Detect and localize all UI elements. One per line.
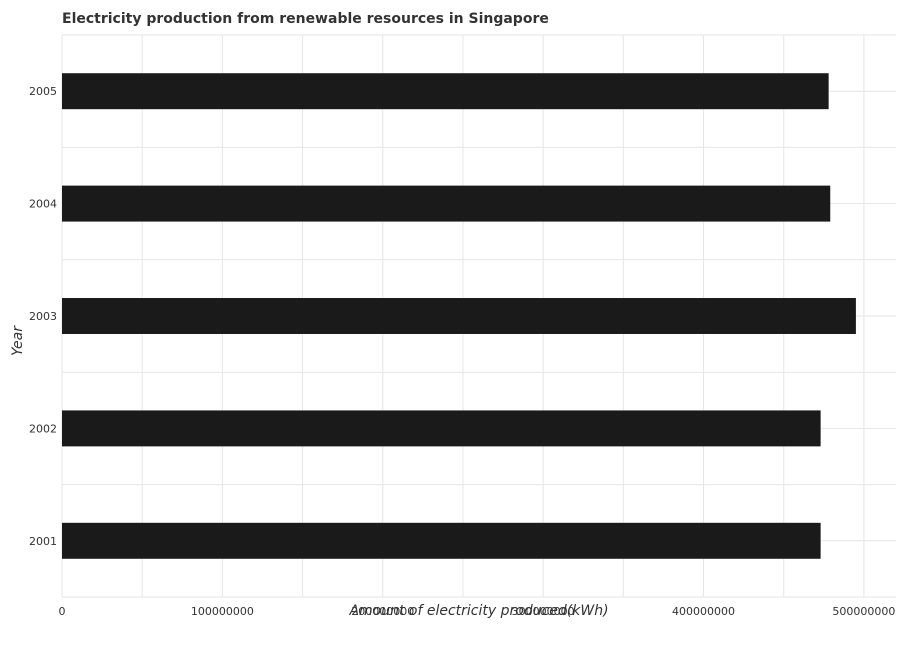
bar-2004 [62, 185, 831, 222]
y-tick-labels: 2001 2002 2003 2004 2005 [29, 85, 57, 548]
x-tick-label: 200000000 [351, 605, 414, 618]
y-tick-label: 2003 [29, 310, 57, 323]
y-tick-label: 2004 [29, 198, 57, 211]
x-tick-label: 400000000 [672, 605, 735, 618]
y-tick-label: 2001 [29, 535, 57, 548]
x-tick-labels: 0 100000000 200000000 300000000 400000000 500… [59, 605, 896, 618]
y-tick-label: 2005 [29, 85, 57, 98]
x-tick-label: 100000000 [191, 605, 254, 618]
x-tick-label: 0 [59, 605, 66, 618]
bar-2003 [62, 298, 856, 334]
bar-2002 [62, 410, 821, 447]
y-tick-label: 2002 [29, 422, 57, 435]
x-tick-label: 300000000 [512, 605, 575, 618]
bar-2001 [62, 522, 821, 559]
chart-title: Electricity production from renewable re… [62, 11, 549, 27]
x-axis-label: Amount of electricity produced(kWh) [348, 603, 608, 619]
y-axis-label: Year [10, 325, 26, 356]
bar-2005 [62, 73, 829, 110]
bars [62, 73, 856, 559]
x-tick-label: 500000000 [832, 605, 895, 618]
